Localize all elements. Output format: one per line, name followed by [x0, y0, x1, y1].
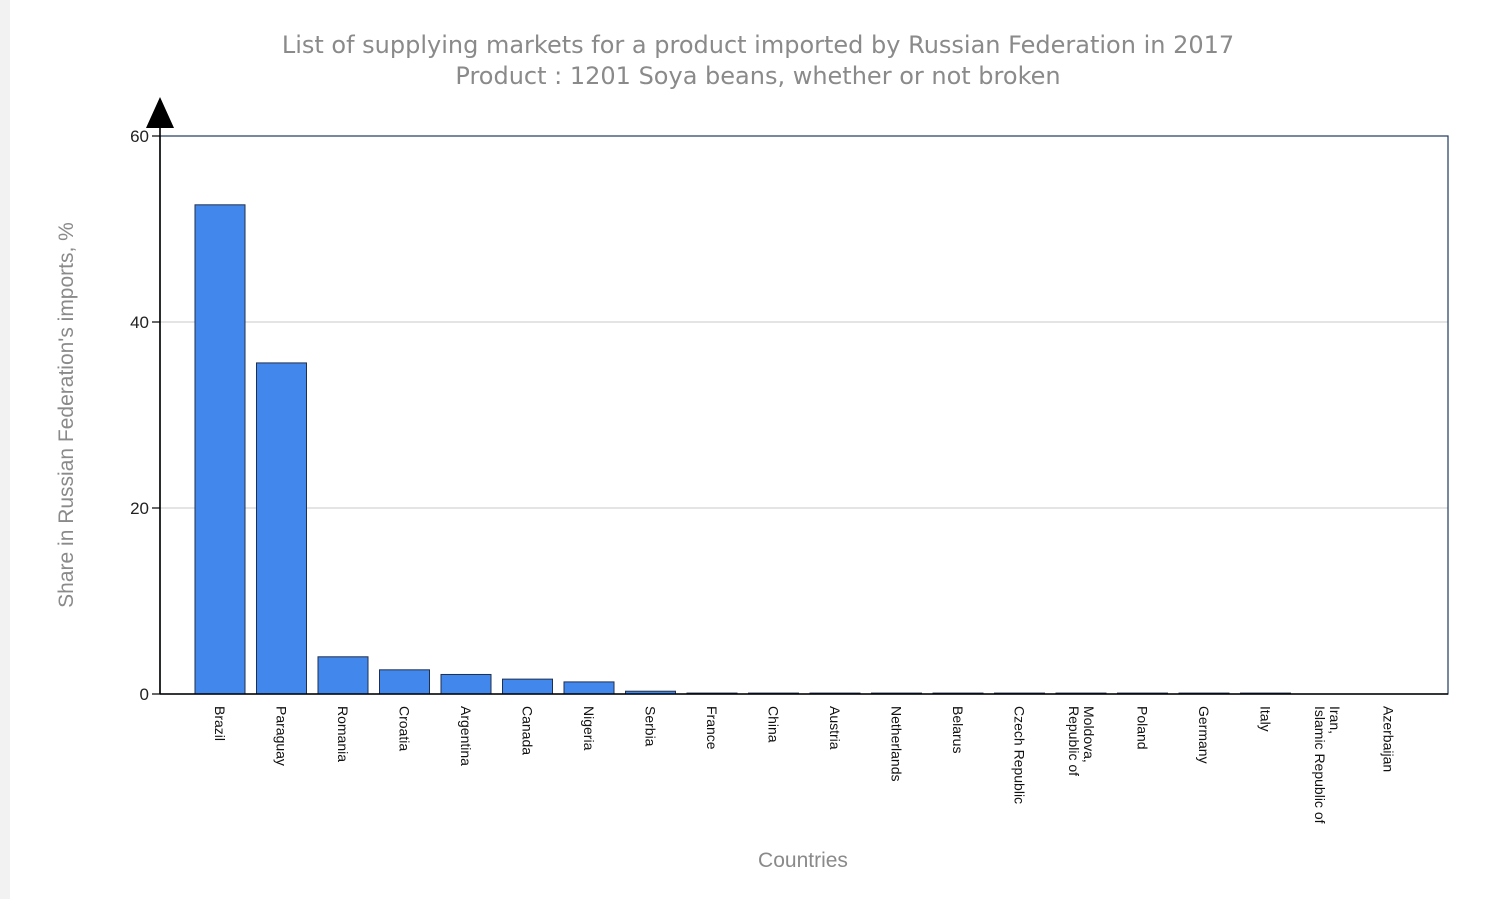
gridlines	[160, 321, 1448, 509]
bar-chart: List of supplying markets for a product …	[55, 31, 1449, 872]
x-category-label: Serbia	[643, 706, 659, 747]
chart-title: List of supplying markets for a product …	[282, 31, 1234, 59]
x-axis-title: Countries	[758, 849, 848, 872]
x-category-label: Poland	[1135, 706, 1151, 750]
x-category-label: Paraguay	[274, 706, 290, 766]
plot-frame	[159, 135, 1449, 695]
y-tick-label: 60	[130, 127, 149, 146]
bar	[563, 681, 615, 695]
bar	[379, 669, 430, 695]
x-category-label: Nigeria	[581, 706, 597, 751]
bar	[194, 204, 246, 695]
y-axis-ticks: 0 20 40 60	[130, 127, 160, 704]
x-category-label: Brazil	[212, 706, 228, 741]
y-tick-label: 0	[140, 685, 149, 704]
y-axis-arrow-icon	[146, 97, 174, 128]
x-category-label: Austria	[827, 706, 843, 750]
y-tick-label: 20	[130, 499, 149, 518]
x-category-label: Argentina	[458, 706, 474, 766]
x-category-label: Belarus	[950, 706, 966, 753]
x-category-label: Germany	[1196, 706, 1212, 764]
x-category-label: Italy	[1258, 706, 1274, 732]
x-category-label: Czech Republic	[1012, 706, 1028, 804]
x-axis-categories: Brazil Paraguay Romania Croatia Argentina Can…	[212, 706, 1397, 824]
x-category-label: Croatia	[397, 706, 413, 751]
chart-subtitle: Product : 1201 Soya beans, whether or no…	[455, 62, 1060, 90]
x-category-label: Netherlands	[889, 706, 905, 782]
bar	[256, 362, 307, 695]
x-category-label: Iran,Islamic Republic of	[1312, 706, 1343, 824]
chart-panel: List of supplying markets for a product …	[10, 0, 1510, 899]
x-category-label: France	[704, 706, 720, 750]
y-axis-title: Share in Russian Federation's imports, %	[55, 222, 78, 608]
y-tick-label: 40	[130, 313, 149, 332]
bar	[502, 678, 553, 695]
bar	[317, 656, 369, 695]
x-category-label: Azerbaijan	[1381, 706, 1397, 772]
x-category-label: Romania	[335, 706, 351, 762]
x-category-label: China	[766, 706, 782, 743]
bar	[440, 673, 492, 695]
x-category-label: Canada	[520, 706, 536, 755]
bars	[194, 204, 1291, 695]
x-category-label: Moldova,Republic of	[1066, 706, 1097, 776]
